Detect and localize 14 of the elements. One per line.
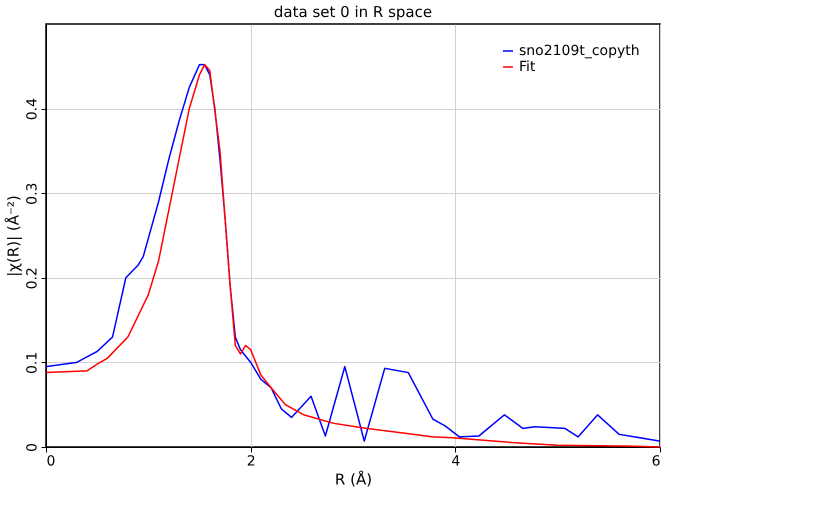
y-tick-label: 0 bbox=[24, 443, 40, 452]
x-tick-label: 4 bbox=[451, 454, 460, 470]
y-tick-label: 0.4 bbox=[24, 98, 40, 120]
x-tick-label: 0 bbox=[46, 454, 56, 470]
y-axis-title: |χ(R)| (Å⁻²) bbox=[4, 195, 22, 277]
y-tick-label: 0.1 bbox=[24, 352, 40, 374]
legend-label: sno2109t_copyth bbox=[519, 43, 640, 59]
y-tick-label: 0.3 bbox=[24, 182, 40, 205]
x-tick-label: 6 bbox=[652, 454, 661, 470]
y-tick-label: 0.2 bbox=[24, 267, 40, 290]
x-axis-title: R (Å) bbox=[334, 470, 372, 488]
legend-label: Fit bbox=[519, 59, 536, 75]
x-tick-label: 2 bbox=[246, 454, 256, 470]
chart-title: data set 0 in R space bbox=[274, 3, 432, 21]
